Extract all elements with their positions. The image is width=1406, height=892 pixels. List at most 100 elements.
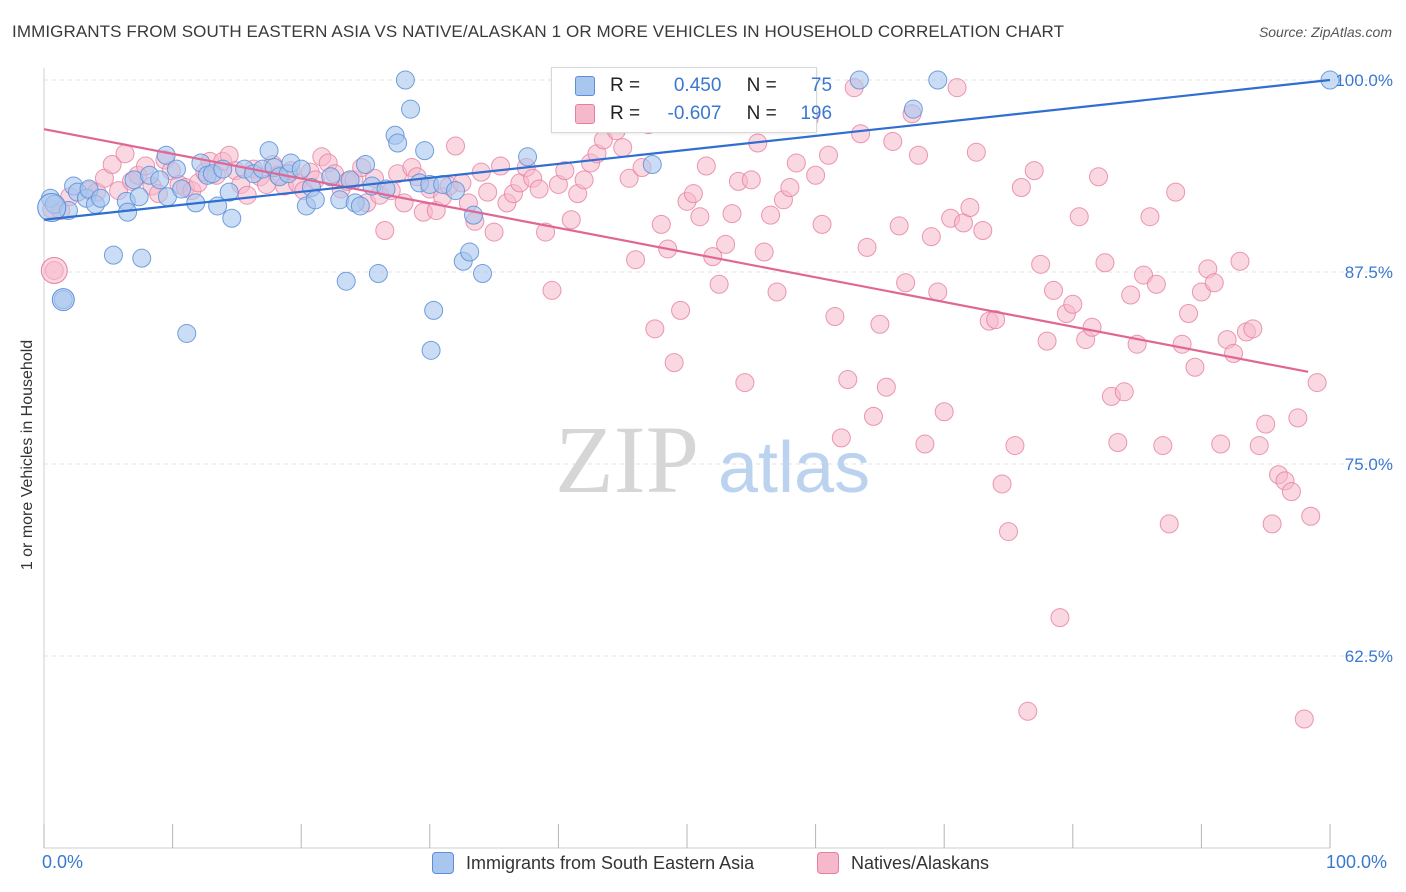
point-natives bbox=[613, 138, 633, 158]
point-natives bbox=[722, 204, 742, 224]
point-natives bbox=[529, 179, 549, 199]
point-immigrants bbox=[473, 264, 493, 284]
point-natives bbox=[1063, 294, 1083, 314]
point-immigrants bbox=[424, 300, 444, 320]
point-natives bbox=[1121, 285, 1141, 305]
point-natives bbox=[857, 237, 877, 257]
point-natives bbox=[741, 170, 761, 190]
n-label: N = bbox=[746, 75, 777, 96]
point-natives bbox=[1191, 282, 1211, 302]
point-natives bbox=[1185, 357, 1205, 377]
point-natives bbox=[876, 377, 896, 397]
point-natives bbox=[934, 402, 954, 422]
point-natives bbox=[767, 282, 787, 302]
point-immigrants bbox=[849, 70, 869, 90]
point-natives bbox=[491, 156, 511, 176]
point-natives bbox=[561, 210, 581, 230]
n-label: N = bbox=[746, 103, 777, 124]
point-natives bbox=[542, 280, 562, 300]
point-natives bbox=[1288, 408, 1308, 428]
bottom-swatch-immigrants bbox=[432, 852, 454, 874]
point-natives bbox=[1146, 274, 1166, 294]
point-natives bbox=[999, 522, 1018, 542]
point-immigrants bbox=[395, 70, 415, 90]
point-natives bbox=[780, 178, 800, 198]
point-natives bbox=[1082, 317, 1102, 337]
point-natives bbox=[928, 282, 948, 302]
point-natives bbox=[1134, 265, 1154, 285]
point-natives bbox=[863, 406, 883, 426]
point-natives bbox=[1037, 331, 1057, 351]
legend-swatch-natives bbox=[575, 104, 595, 124]
point-immigrants bbox=[91, 188, 111, 208]
point-natives bbox=[1069, 207, 1089, 227]
chart-source: Source: ZipAtlas.com bbox=[1258, 24, 1392, 40]
point-immigrants bbox=[259, 141, 279, 161]
legend-immigrants-text: R = 0.450 N = 75 bbox=[610, 75, 832, 97]
point-immigrants bbox=[166, 159, 186, 179]
point-immigrants bbox=[415, 141, 435, 161]
watermark: ZIP atlas bbox=[555, 406, 870, 513]
point-immigrants bbox=[172, 179, 192, 199]
r-label: R = bbox=[610, 103, 641, 124]
legend-swatch-immigrants bbox=[575, 76, 595, 96]
trend-line-immigrants bbox=[43, 78, 1331, 221]
legend-natives-text: R = -0.607 N = 196 bbox=[610, 103, 832, 125]
point-immigrants bbox=[177, 323, 197, 343]
point-natives bbox=[696, 156, 716, 176]
point-natives bbox=[574, 170, 594, 190]
bottom-legend: Immigrants from South Eastern Asia Nativ… bbox=[0, 852, 1406, 878]
point-natives bbox=[1301, 506, 1321, 526]
point-natives bbox=[1005, 436, 1025, 456]
point-natives bbox=[973, 221, 993, 241]
bottom-label-natives: Natives/Alaskans bbox=[851, 852, 990, 873]
correlation-legend: R = 0.450 N = 75 R = -0.607 N = 196 bbox=[551, 67, 832, 133]
point-immigrants bbox=[421, 340, 441, 360]
point-natives bbox=[555, 161, 575, 181]
point-natives bbox=[1204, 273, 1224, 293]
point-natives bbox=[1095, 253, 1115, 273]
point-natives bbox=[651, 214, 671, 234]
bottom-legend-natives: Natives/Alaskans bbox=[817, 852, 989, 874]
point-natives bbox=[375, 221, 395, 241]
point-natives bbox=[786, 153, 806, 173]
point-natives bbox=[536, 222, 556, 242]
point-natives bbox=[664, 353, 684, 373]
point-natives bbox=[709, 274, 729, 294]
point-natives bbox=[831, 428, 851, 448]
point-immigrants bbox=[368, 264, 388, 284]
watermark-zip: ZIP bbox=[555, 406, 699, 513]
point-natives bbox=[484, 222, 504, 242]
r-value-immigrants: 0.450 bbox=[673, 75, 722, 96]
point-natives bbox=[915, 434, 935, 454]
point-natives bbox=[446, 136, 466, 156]
point-natives bbox=[960, 197, 980, 217]
point-natives bbox=[1140, 207, 1160, 227]
point-natives bbox=[1153, 436, 1173, 456]
point-immigrants bbox=[132, 248, 152, 268]
point-natives bbox=[1011, 178, 1031, 198]
point-immigrants bbox=[336, 271, 356, 291]
x-tick-max: 100.0% bbox=[1326, 852, 1388, 872]
point-natives bbox=[851, 124, 871, 144]
point-natives bbox=[1211, 434, 1231, 454]
point-natives bbox=[992, 474, 1012, 494]
point-immigrants bbox=[219, 182, 239, 202]
point-immigrants bbox=[150, 170, 170, 190]
point-natives bbox=[806, 165, 826, 185]
point-natives bbox=[1044, 280, 1064, 300]
point-natives bbox=[1159, 514, 1179, 534]
bottom-legend-immigrants: Immigrants from South Eastern Asia bbox=[432, 852, 754, 874]
point-natives bbox=[1243, 319, 1263, 339]
point-natives bbox=[812, 214, 832, 234]
point-natives bbox=[908, 145, 928, 165]
trend-lines bbox=[43, 78, 1331, 373]
point-natives bbox=[1024, 161, 1044, 181]
point-natives bbox=[683, 184, 703, 204]
point-immigrants bbox=[460, 242, 480, 262]
point-natives bbox=[626, 250, 646, 270]
point-natives bbox=[690, 207, 710, 227]
point-natives bbox=[889, 216, 909, 236]
point-immigrants bbox=[321, 167, 341, 187]
